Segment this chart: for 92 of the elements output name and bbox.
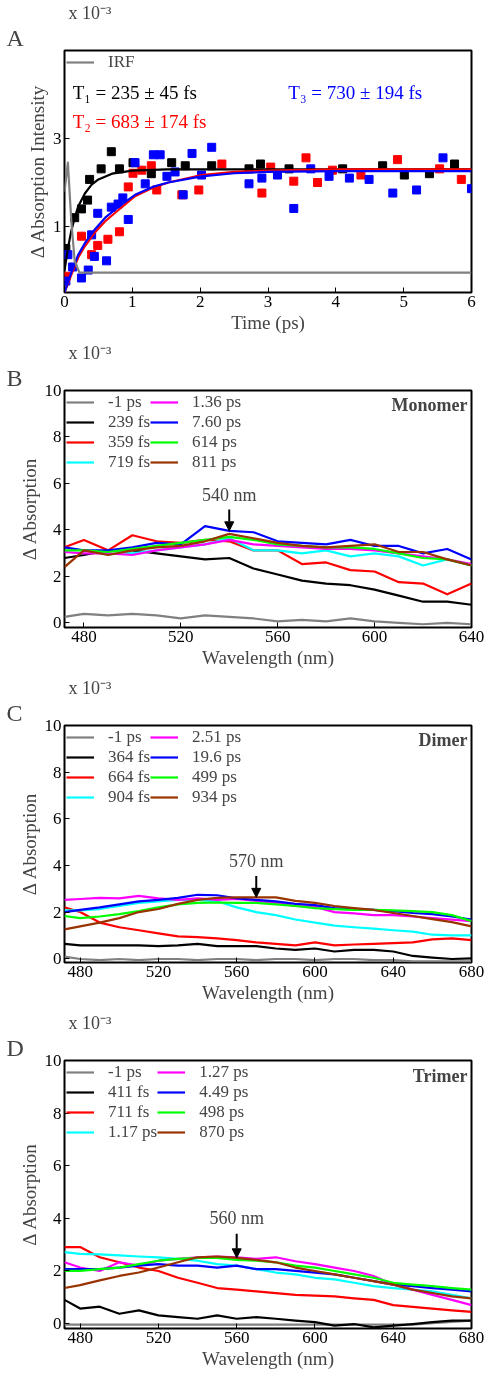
legend-label: -1 ps xyxy=(108,727,142,747)
x-tick-label: 560 xyxy=(223,1327,250,1347)
legend-label: IRF xyxy=(108,52,135,72)
legend-label: 364 fs xyxy=(108,747,151,767)
text: B xyxy=(6,364,23,391)
y-tick-label: 8 xyxy=(53,762,62,782)
legend-label: 499 ps xyxy=(192,767,237,787)
x-tick-label: 640 xyxy=(380,961,406,981)
legend-label: 614 ps xyxy=(192,432,237,452)
y-axis-title: Δ Absorption xyxy=(18,458,40,561)
x-tick-label: 1 xyxy=(128,291,137,311)
legend-label: -1 ps xyxy=(108,392,142,412)
text: x 10⁻³ xyxy=(68,677,112,698)
y-tick-label: 3 xyxy=(53,129,62,148)
legend-label: 2.51 ps xyxy=(192,727,242,747)
x-tick-label: 480 xyxy=(67,961,93,981)
text: x 10⁻³ xyxy=(68,2,112,23)
x-axis-title: Wavelength (nm) xyxy=(202,646,334,669)
legend-label: 1.17 ps xyxy=(108,1122,158,1142)
chart-title: Dimer xyxy=(418,730,468,751)
x-axis-title: Time (ps) xyxy=(231,311,305,334)
x-axis-title: Wavelength (nm) xyxy=(202,981,334,1004)
x-tick-label: 640 xyxy=(380,1327,406,1347)
x-tick-label: 520 xyxy=(145,1327,172,1347)
x-axis-title: Wavelength (nm) xyxy=(202,1347,334,1370)
y-tick-label: 0 xyxy=(53,1313,62,1333)
text: A xyxy=(6,24,25,51)
legend-label: 1.36 ps xyxy=(192,392,242,412)
legend-label: 19.6 ps xyxy=(192,747,242,767)
text: T₁ = 235 ± 45 fs xyxy=(72,81,197,103)
legend-label: 4.49 ps xyxy=(199,1082,249,1102)
y-axis-title: Δ Absorption xyxy=(18,1143,40,1246)
y-tick-label: 6 xyxy=(53,1156,62,1176)
y-tick-label: 2 xyxy=(53,902,62,922)
series-label: T₂ = 683 ± 174 fs xyxy=(72,111,207,132)
y-tick-label: 2 xyxy=(53,1261,62,1281)
legend-label: 7.60 ps xyxy=(192,412,242,432)
x-tick-label: 680 xyxy=(458,961,485,981)
text: T₃ = 730 ± 194 fs xyxy=(288,81,423,103)
y-tick-label: 6 xyxy=(53,473,62,493)
y-tick-label: 4 xyxy=(53,520,62,540)
y-tick-label: 10 xyxy=(44,381,62,400)
y-axis-title: Δ Absorption Intensity xyxy=(27,85,48,259)
y-tick-label: 0 xyxy=(53,613,62,633)
annotation: 560 nm xyxy=(209,1208,264,1229)
y-tick-label: 8 xyxy=(53,427,62,447)
annotation: 570 nm xyxy=(229,851,284,872)
y-tick-label: 2 xyxy=(53,566,62,586)
text: C xyxy=(6,699,23,726)
x-tick-label: 4 xyxy=(331,291,341,311)
y-tick-label: 10 xyxy=(44,716,62,735)
y-tick-label: 1 xyxy=(53,217,62,236)
legend-label: -1 ps xyxy=(108,1062,142,1082)
x-tick-label: 680 xyxy=(458,1327,485,1347)
y-tick-label: 6 xyxy=(53,809,62,829)
x-tick-label: 480 xyxy=(67,1327,93,1347)
legend-label: 664 fs xyxy=(108,767,151,787)
legend-label: 359 fs xyxy=(108,432,151,452)
x-tick-label: 5 xyxy=(399,291,408,311)
legend-label: 411 fs xyxy=(108,1082,150,1102)
x-tick-label: 600 xyxy=(302,1327,328,1347)
legend-label: 1.27 ps xyxy=(199,1062,249,1082)
legend-label: 239 fs xyxy=(108,412,151,432)
y-tick-label: 10 xyxy=(44,1051,62,1070)
x-tick-label: 600 xyxy=(361,626,388,646)
x-tick-label: 600 xyxy=(302,961,328,981)
legend-label: 870 ps xyxy=(199,1122,244,1142)
y-tick-label: 4 xyxy=(53,1208,62,1228)
legend-label: 904 fs xyxy=(108,787,151,807)
legend-label: 719 fs xyxy=(108,452,151,472)
x-tick-label: 2 xyxy=(195,291,205,311)
legend-label: 934 ps xyxy=(192,787,237,807)
text: x 10⁻³ xyxy=(68,342,112,363)
x-tick-label: 560 xyxy=(223,961,250,981)
x-tick-label: 480 xyxy=(71,626,97,646)
x-tick-label: 3 xyxy=(263,291,273,311)
y-tick-label: 8 xyxy=(53,1103,62,1123)
legend-label: 811 ps xyxy=(192,452,237,472)
y-tick-label: 4 xyxy=(53,856,62,876)
legend-label: 711 fs xyxy=(108,1102,150,1122)
text: x 10⁻³ xyxy=(68,1012,112,1033)
x-tick-label: 520 xyxy=(145,961,172,981)
x-tick-label: 640 xyxy=(458,626,485,646)
legend-label: 498 ps xyxy=(199,1102,244,1122)
x-tick-label: 560 xyxy=(264,626,291,646)
text: D xyxy=(6,1034,24,1061)
x-tick-label: 6 xyxy=(467,291,476,311)
x-tick-label: 520 xyxy=(168,626,194,646)
chart-title: Trimer xyxy=(412,1065,468,1086)
annotation: 540 nm xyxy=(201,484,257,505)
y-axis-title: Δ Absorption xyxy=(18,793,40,896)
chart-title: Monomer xyxy=(391,395,468,416)
